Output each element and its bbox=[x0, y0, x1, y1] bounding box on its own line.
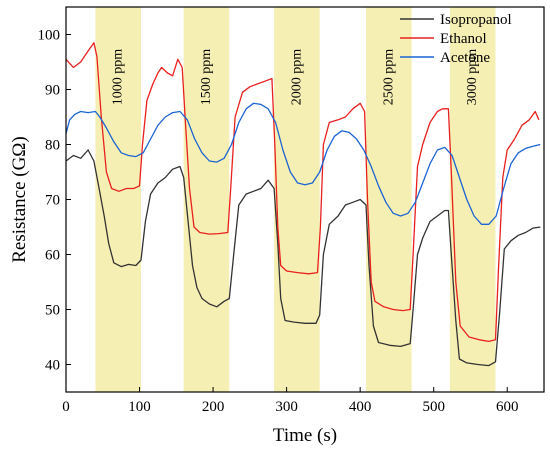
legend-label: Isopropanol bbox=[440, 12, 512, 28]
series-lines bbox=[65, 42, 541, 367]
band-label: 2500 ppm bbox=[381, 49, 396, 106]
y-tick-label: 50 bbox=[45, 303, 60, 319]
exposure-band bbox=[449, 7, 496, 392]
y-tick-label: 70 bbox=[45, 193, 60, 209]
x-tick-label: 400 bbox=[349, 399, 372, 415]
y-tick-label: 90 bbox=[45, 83, 60, 99]
y-axis-ticks: 40 50 60 70 80 90 100 bbox=[38, 28, 71, 374]
y-tick-label: 100 bbox=[38, 28, 61, 44]
band-label: 2000 ppm bbox=[289, 49, 304, 106]
x-axis-title: Time (s) bbox=[273, 425, 337, 446]
x-tick-label: 300 bbox=[275, 399, 298, 415]
y-tick-label: 40 bbox=[45, 358, 60, 374]
series-line-isopropanol bbox=[65, 149, 541, 367]
legend-label: Ethanol bbox=[440, 31, 487, 47]
band-label: 1500 ppm bbox=[199, 49, 214, 106]
series-line-acetone bbox=[65, 102, 541, 225]
x-tick-label: 0 bbox=[62, 399, 70, 415]
x-tick-label: 100 bbox=[128, 399, 151, 415]
y-tick-label: 60 bbox=[45, 248, 60, 264]
y-axis-title: Resistance (GΩ) bbox=[9, 136, 30, 263]
exposure-band bbox=[95, 7, 142, 392]
x-tick-label: 600 bbox=[496, 399, 519, 415]
legend-label: Acetone bbox=[440, 50, 490, 66]
x-tick-label: 500 bbox=[422, 399, 445, 415]
band-label: 3000 ppm bbox=[465, 49, 480, 106]
exposure-band bbox=[274, 7, 320, 392]
x-tick-label: 200 bbox=[202, 399, 225, 415]
band-labels: 1000 ppm 1500 ppm 2000 ppm 2500 ppm 3000 ppm bbox=[111, 49, 480, 106]
series-line-ethanol bbox=[65, 42, 540, 343]
exposure-bands bbox=[95, 7, 496, 392]
y-tick-label: 80 bbox=[45, 138, 60, 154]
legend: Isopropanol Ethanol Acetone bbox=[400, 12, 512, 66]
band-label: 1000 ppm bbox=[111, 49, 126, 106]
x-axis-ticks: 0 100 200 300 400 500 600 bbox=[62, 387, 518, 415]
